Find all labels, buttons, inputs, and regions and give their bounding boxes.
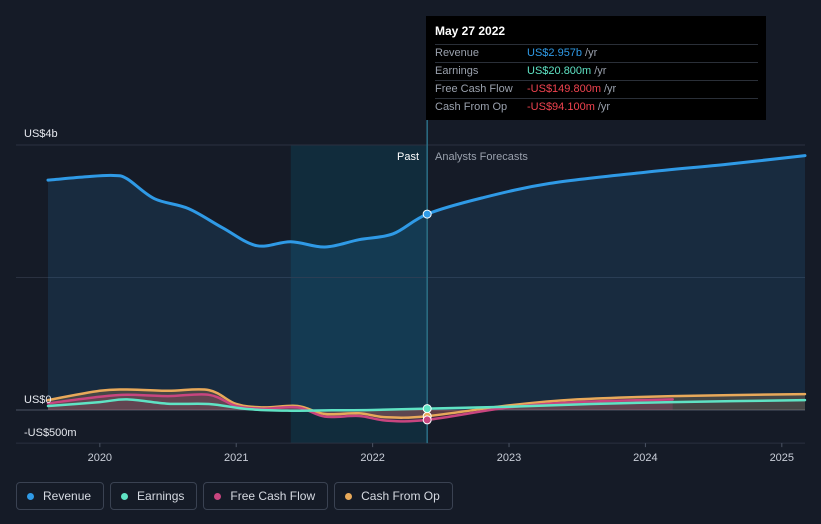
- point-marker-earnings: [422, 404, 432, 414]
- tooltip-label: Cash From Op: [435, 101, 508, 113]
- series-line-cash-from-op: [46, 388, 807, 419]
- tooltip-label: Earnings: [435, 65, 479, 77]
- past-label: Past: [397, 151, 419, 163]
- tooltip-row-earnings: Earnings US$20.800m /yr: [435, 62, 758, 80]
- tooltip-value: -US$94.100m: [527, 101, 595, 113]
- forecast-label: Analysts Forecasts: [435, 151, 528, 163]
- x-tick-label: 2021: [224, 452, 248, 464]
- tooltip-value: US$20.800m: [527, 65, 592, 77]
- legend-dot-icon: [214, 492, 222, 500]
- x-tick-label: 2022: [360, 452, 384, 464]
- x-axis-ticks: 2020 2021 2022 2023 2024 2025: [88, 443, 794, 464]
- y-label-zero: US$0: [24, 394, 52, 406]
- tooltip-unit: /yr: [604, 83, 617, 95]
- tooltip-unit: /yr: [585, 47, 598, 59]
- highlight-band: [290, 145, 428, 444]
- x-tick-label: 2025: [770, 452, 794, 464]
- x-tick-label: 2020: [88, 452, 112, 464]
- tooltip-label: Revenue: [435, 47, 480, 59]
- series-lines: [46, 154, 807, 423]
- legend-item-cash-from-op[interactable]: Cash From Op: [334, 482, 453, 510]
- tooltip-unit: /yr: [597, 101, 611, 113]
- legend-label: Free Cash Flow: [230, 489, 316, 503]
- tooltip: May 27 2022 Revenue US$2.957b /yr Earnin…: [426, 16, 766, 120]
- series-area-free-cash-flow: [48, 394, 673, 422]
- point-marker-revenue: [422, 209, 432, 219]
- legend-dot-icon: [27, 492, 34, 500]
- x-tick-label: 2024: [633, 452, 657, 464]
- point-marker-free-cash-flow: [422, 415, 432, 425]
- tooltip-row-cash-from-op: Cash From Op -US$94.100m /yr: [435, 98, 758, 116]
- y-label-top: US$4b: [24, 128, 58, 140]
- y-label-bottom: -US$500m: [24, 427, 77, 439]
- series-line-earnings: [46, 398, 807, 412]
- legend-item-revenue[interactable]: Revenue: [16, 482, 105, 510]
- legend: Revenue Earnings Free Cash Flow Cash Fro…: [16, 482, 453, 510]
- series-line-revenue: [46, 154, 807, 249]
- legend-dot-icon: [345, 492, 353, 500]
- tooltip-value: -US$149.800m: [527, 83, 601, 95]
- tooltip-label: Free Cash Flow: [435, 83, 513, 95]
- legend-label: Cash From Op: [361, 489, 440, 503]
- legend-dot-icon: [121, 492, 129, 500]
- tooltip-row-revenue: Revenue US$2.957b /yr: [435, 44, 758, 62]
- tooltip-markers: [422, 209, 432, 425]
- legend-label: Revenue: [43, 489, 92, 503]
- legend-label: Earnings: [137, 489, 185, 503]
- x-tick-label: 2023: [497, 452, 521, 464]
- tooltip-unit: /yr: [594, 65, 607, 77]
- tooltip-row-free-cash-flow: Free Cash Flow -US$149.800m /yr: [435, 80, 758, 98]
- legend-item-earnings[interactable]: Earnings: [110, 482, 198, 510]
- tooltip-value: US$2.957b: [527, 47, 583, 59]
- legend-item-free-cash-flow[interactable]: Free Cash Flow: [203, 482, 329, 510]
- tooltip-date: May 27 2022: [435, 24, 506, 38]
